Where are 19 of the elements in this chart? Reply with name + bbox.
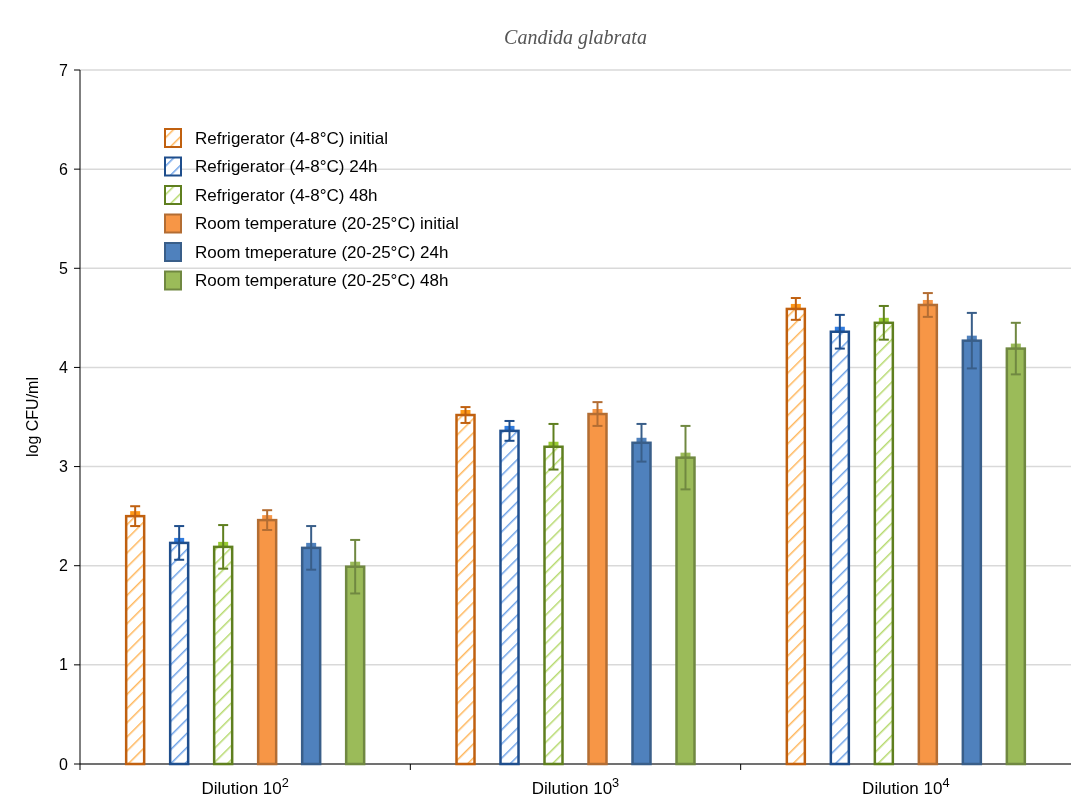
y-tick-label: 5	[59, 259, 69, 277]
legend-label: Refrigerator (4-8°C) initial	[195, 128, 388, 148]
legend-label: Refrigerator (4-8°C) 48h	[195, 185, 378, 205]
y-tick-label: 2	[59, 557, 69, 575]
legend-label: Room tmeperature (20-25°C) 24h	[195, 242, 449, 262]
y-tick-label: 0	[59, 755, 69, 773]
legend-label: Refrigerator (4-8°C) 24h	[195, 157, 378, 177]
y-tick-label: 7	[59, 61, 69, 79]
y-axis-title: log CFU/ml	[24, 376, 41, 458]
chart-title: Candida glabrata	[504, 26, 647, 49]
legend-label: Room temperature (20-25°C) initial	[195, 214, 459, 234]
legend-label: Room temperature (20-25°C) 48h	[195, 271, 449, 291]
y-tick-label: 3	[59, 458, 69, 476]
y-tick-label: 6	[59, 160, 69, 178]
x-tick-label: Dilution 10$^{3}$	[531, 774, 620, 798]
x-tick-label: Dilution 10$^{4}$	[862, 774, 950, 798]
y-tick-label: 1	[59, 656, 69, 674]
y-tick-label: 4	[59, 359, 69, 377]
x-tick-label: Dilution 10$^{2}$	[201, 774, 289, 798]
